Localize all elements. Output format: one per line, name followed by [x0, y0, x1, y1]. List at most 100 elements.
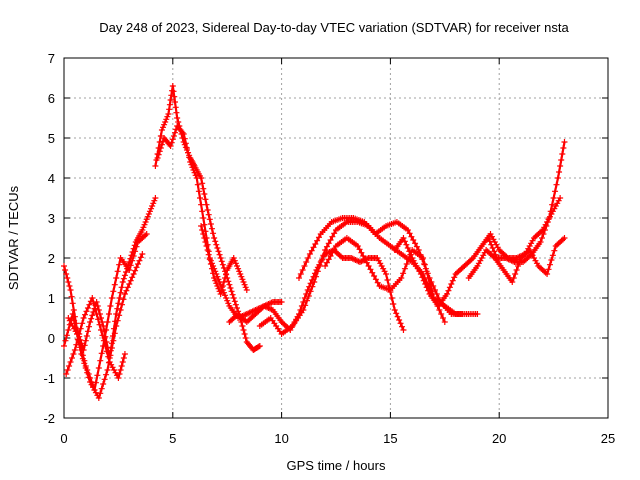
data-point [420, 277, 427, 284]
data-point [451, 274, 458, 281]
data-point [170, 133, 177, 139]
data-point [142, 219, 149, 225]
data-point [383, 271, 390, 277]
data-point [240, 327, 247, 333]
data-point [67, 287, 74, 293]
data-point [485, 235, 492, 241]
data-point [300, 307, 307, 313]
data-point [154, 155, 161, 161]
data-point [374, 279, 381, 286]
data-point [560, 145, 567, 151]
data-point [80, 315, 87, 321]
data-point [110, 288, 117, 295]
data-point [143, 231, 150, 237]
data-point [362, 256, 369, 263]
data-point [492, 251, 499, 258]
data-point [160, 124, 167, 131]
data-point [119, 279, 126, 285]
data-point [173, 109, 180, 116]
data-point [101, 335, 108, 341]
data-point [401, 265, 408, 272]
data-point [323, 259, 330, 266]
data-point [240, 279, 247, 285]
data-point [545, 266, 552, 273]
data-point [208, 225, 215, 232]
series-sat-d [65, 231, 150, 393]
data-point [557, 163, 564, 169]
data-point [419, 274, 426, 281]
data-point [121, 291, 128, 297]
data-point [218, 287, 225, 293]
data-point [83, 333, 90, 339]
data-point [183, 145, 190, 151]
y-tick-label: 0 [48, 331, 55, 346]
data-point [549, 201, 556, 208]
y-tick-label: 1 [48, 291, 55, 306]
data-point [546, 261, 553, 268]
data-point [82, 337, 89, 344]
data-point [548, 257, 555, 263]
data-point [120, 355, 127, 361]
data-point [403, 241, 410, 248]
data-point [95, 395, 102, 401]
data-point [224, 297, 231, 304]
data-point [193, 175, 200, 181]
data-point [410, 237, 417, 243]
data-point [113, 323, 120, 329]
data-point [384, 277, 391, 283]
data-point [115, 300, 122, 307]
data-point [201, 235, 208, 241]
data-point [546, 215, 553, 221]
data-point [150, 200, 157, 207]
data-point [515, 263, 522, 269]
data-point [68, 293, 75, 300]
data-point [242, 335, 249, 341]
data-point [365, 263, 372, 269]
series-trace [259, 220, 478, 336]
data-point [68, 355, 75, 361]
data-point [100, 323, 107, 329]
data-point [90, 383, 97, 389]
data-point [305, 255, 312, 261]
data-point [94, 372, 101, 379]
data-point [227, 285, 234, 291]
data-point [211, 235, 218, 241]
series-sat-i [256, 219, 481, 337]
data-point [537, 239, 544, 245]
data-point [61, 263, 67, 269]
data-point [92, 305, 99, 312]
data-point [233, 263, 240, 269]
axis-ticks [63, 57, 609, 419]
data-point [201, 221, 208, 228]
data-point [541, 227, 548, 233]
data-point [108, 345, 115, 351]
data-point [81, 357, 88, 364]
data-point [126, 267, 133, 273]
data-point [205, 211, 212, 218]
data-point [243, 287, 250, 293]
data-point [171, 99, 178, 105]
data-point [170, 88, 177, 95]
data-point [307, 288, 314, 295]
data-point [203, 243, 210, 249]
data-point [95, 316, 102, 323]
data-point [114, 305, 121, 312]
data-point [356, 246, 363, 253]
data-point [66, 283, 73, 289]
data-point [406, 248, 413, 255]
data-point [398, 275, 405, 281]
data-point [325, 240, 332, 247]
data-point [256, 343, 263, 349]
data-point [71, 347, 78, 353]
data-point [204, 247, 211, 253]
data-point [104, 367, 111, 373]
data-point [191, 169, 198, 176]
data-point [127, 277, 134, 284]
data-point [146, 208, 153, 215]
data-point [438, 311, 445, 317]
data-point [217, 255, 224, 261]
data-point [242, 284, 249, 291]
data-point [113, 311, 120, 317]
data-point [127, 262, 134, 269]
data-point [88, 315, 95, 322]
